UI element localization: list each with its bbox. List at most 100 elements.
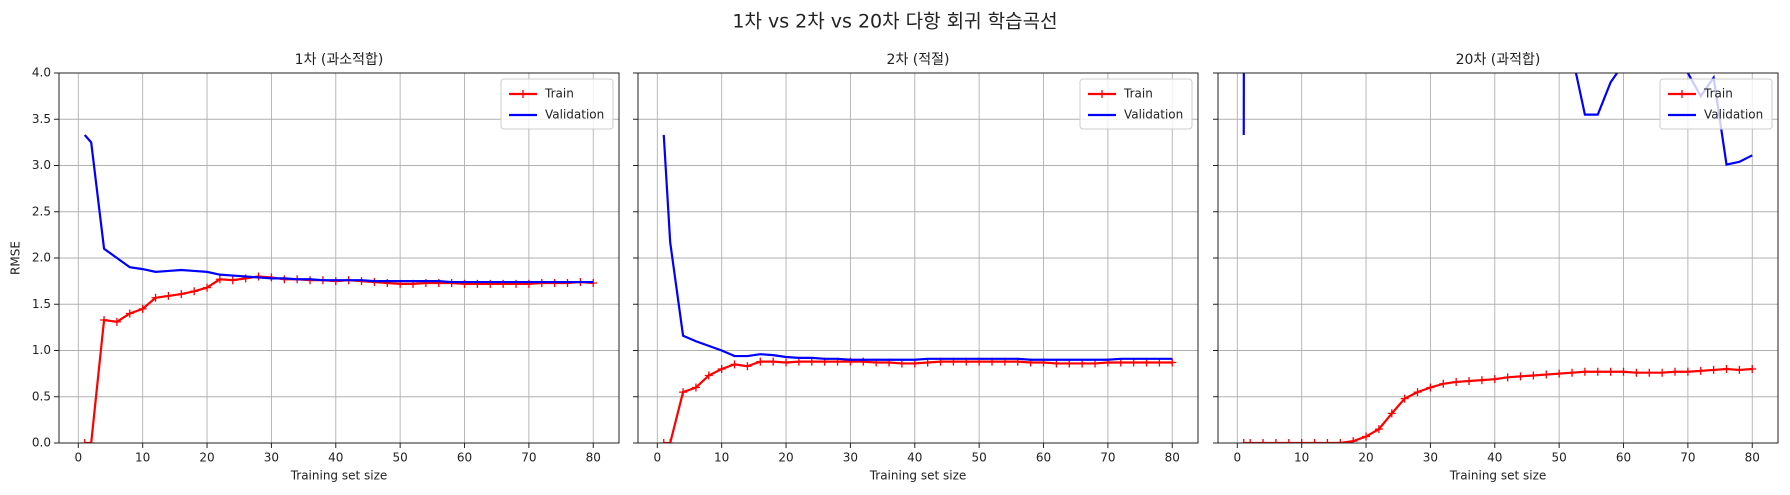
point-marker: [1645, 368, 1654, 377]
x-tick-label: 10: [135, 451, 150, 465]
point-marker: [1413, 388, 1422, 397]
point-marker: [1297, 439, 1306, 443]
subplot-title: 20차 (과적합): [1456, 52, 1541, 68]
point-marker: [1246, 439, 1255, 443]
x-tick-label: 70: [1100, 451, 1115, 465]
legend-label: Train: [1123, 87, 1153, 101]
point-marker: [1658, 368, 1667, 377]
x-axis-label: Training set size: [290, 469, 388, 483]
legend-marker: [1098, 90, 1106, 98]
y-tick-label: 1.0: [32, 343, 51, 357]
y-tick-label: 3.0: [32, 158, 51, 172]
point-marker: [1632, 368, 1641, 377]
series-line: [662, 134, 1173, 361]
point-marker: [1439, 379, 1448, 388]
series-line: [1243, 367, 1753, 443]
axes-frame: [637, 72, 1199, 444]
x-tick-label: 30: [264, 451, 279, 465]
point-marker: [1362, 432, 1371, 441]
point-marker: [1619, 367, 1628, 376]
point-marker: [125, 309, 134, 318]
point-marker: [1336, 439, 1345, 443]
y-tick-label: 3.5: [32, 112, 51, 126]
x-tick-label: 20: [199, 451, 214, 465]
point-marker: [769, 357, 778, 366]
point-marker: [1239, 439, 1248, 443]
x-tick-label: 40: [907, 451, 922, 465]
axes-frame: [58, 72, 620, 444]
series-line: [83, 134, 594, 284]
point-marker: [1709, 365, 1718, 374]
legend-marker: [1678, 90, 1686, 98]
x-tick-label: 30: [843, 451, 858, 465]
point-marker: [717, 365, 726, 373]
point-marker: [1452, 377, 1461, 386]
x-tick-label: 70: [521, 451, 536, 465]
point-marker: [190, 287, 199, 296]
point-marker: [1323, 439, 1332, 443]
legend-label: Validation: [1124, 108, 1183, 122]
point-marker: [1387, 409, 1396, 418]
y-axis-label: RMSE: [9, 241, 23, 275]
point-marker: [1374, 425, 1383, 434]
axes-frame: [1217, 72, 1779, 444]
x-tick-label: 80: [586, 451, 601, 465]
point-marker: [659, 439, 668, 443]
y-tick-label: 0.0: [32, 436, 51, 450]
x-tick-label: 30: [1423, 451, 1438, 465]
point-marker: [215, 275, 224, 284]
y-tick-label: 2.0: [32, 251, 51, 265]
point-marker: [112, 317, 121, 326]
point-marker: [1426, 383, 1435, 392]
point-marker: [1671, 367, 1680, 376]
point-marker: [177, 290, 186, 299]
point-marker: [1568, 368, 1577, 377]
subplot-title: 2차 (적절): [887, 52, 950, 68]
point-marker: [730, 360, 739, 369]
point-marker: [1580, 367, 1589, 376]
point-marker: [1465, 377, 1474, 386]
x-tick-label: 40: [1487, 451, 1502, 465]
point-marker: [151, 293, 160, 302]
point-marker: [164, 291, 173, 300]
x-axis-label: Training set size: [1449, 469, 1547, 483]
x-tick-label: 50: [1552, 451, 1567, 465]
x-tick-label: 20: [778, 451, 793, 465]
point-marker: [691, 383, 700, 392]
point-marker: [1490, 375, 1499, 384]
point-marker: [1748, 365, 1757, 373]
point-marker: [756, 357, 765, 366]
series-line: [663, 360, 1173, 443]
legend-label: Validation: [1704, 108, 1763, 122]
point-marker: [1529, 371, 1538, 380]
legend-label: Train: [1703, 87, 1733, 101]
point-marker: [704, 371, 713, 380]
point-marker: [1516, 372, 1525, 381]
point-marker: [100, 315, 109, 324]
point-marker: [203, 283, 212, 292]
y-tick-label: 0.5: [32, 389, 51, 403]
legend-marker: [519, 90, 527, 98]
point-marker: [1310, 439, 1319, 443]
point-marker: [679, 388, 688, 397]
x-tick-label: 60: [1616, 451, 1631, 465]
series-line: [84, 275, 594, 443]
legend-box: [500, 78, 614, 130]
point-marker: [87, 439, 96, 443]
y-tick-label: 1.5: [32, 297, 51, 311]
legend-box: [1079, 78, 1193, 130]
x-tick-label: 0: [1233, 451, 1241, 465]
x-tick-label: 0: [653, 451, 661, 465]
point-marker: [1722, 365, 1731, 373]
point-marker: [138, 304, 147, 313]
x-tick-label: 20: [1358, 451, 1373, 465]
point-marker: [782, 358, 791, 367]
figure-title: 1차 vs 2차 vs 20차 다항 회귀 학습곡선: [732, 11, 1057, 33]
point-marker: [1271, 439, 1280, 443]
point-marker: [1593, 367, 1602, 376]
point-marker: [80, 439, 89, 443]
point-marker: [1683, 367, 1692, 376]
y-tick-label: 4.0: [32, 66, 51, 80]
point-marker: [743, 362, 752, 371]
